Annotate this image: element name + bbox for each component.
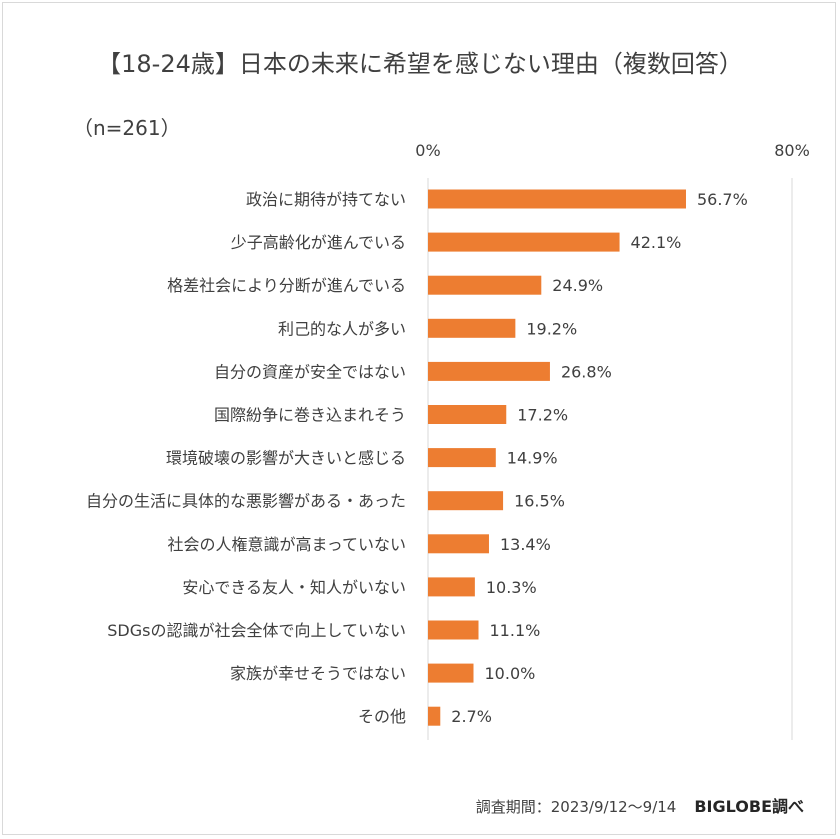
category-label: SDGsの認識が社会全体で向上していない <box>107 621 406 640</box>
value-label: 10.3% <box>486 578 537 597</box>
value-label: 13.4% <box>500 535 551 554</box>
bar <box>428 189 686 209</box>
bar <box>428 577 475 597</box>
chart-title: 【18-24歳】日本の未来に希望を感じない理由（複数回答） <box>97 50 743 78</box>
bar <box>428 361 550 381</box>
category-label: 環境破壊の影響が大きいと感じる <box>166 449 406 468</box>
category-label: その他 <box>358 707 406 726</box>
bar <box>428 534 489 554</box>
footer: 調査期間：2023/9/12～9/14 BIGLOBE調べ <box>476 793 804 817</box>
category-label: 自分の資産が安全ではない <box>214 362 406 381</box>
category-label: 格差社会により分断が進んでいる <box>167 276 406 295</box>
value-label: 17.2% <box>517 406 568 425</box>
category-label: 自分の生活に具体的な悪影響がある・あった <box>86 492 406 511</box>
value-label: 56.7% <box>697 190 748 209</box>
bar <box>428 491 504 511</box>
category-label: 家族が幸せそうではない <box>230 664 406 683</box>
category-label: 社会の人権意識が高まっていない <box>167 535 406 554</box>
bar <box>428 318 516 338</box>
category-label: 国際紛争に巻き込まれそう <box>214 406 406 425</box>
bar <box>428 275 542 295</box>
value-label: 16.5% <box>514 492 565 511</box>
value-label: 24.9% <box>552 276 603 295</box>
x-tick-label: 0% <box>415 141 440 160</box>
bar <box>428 405 507 424</box>
bar <box>428 663 474 683</box>
source-label: BIGLOBE調べ <box>694 797 804 816</box>
value-label: 11.1% <box>490 621 541 640</box>
survey-period: 調査期間：2023/9/12～9/14 <box>475 798 677 816</box>
bar <box>428 706 441 726</box>
sample-size: （n=261） <box>73 116 181 140</box>
value-label: 42.1% <box>631 233 682 252</box>
category-label: 政治に期待が持てない <box>246 190 406 209</box>
value-label: 14.9% <box>507 449 558 468</box>
bar <box>428 232 620 252</box>
category-label: 少子高齢化が進んでいる <box>231 233 406 252</box>
category-label: 利己的な人が多い <box>278 319 406 338</box>
bar <box>428 620 479 640</box>
category-label: 安心できる友人・知人がいない <box>182 578 406 597</box>
x-tick-label: 80% <box>774 141 810 160</box>
value-label: 26.8% <box>561 362 612 381</box>
value-label: 19.2% <box>526 319 577 338</box>
bar <box>428 448 496 468</box>
value-label: 2.7% <box>451 707 492 726</box>
value-label: 10.0% <box>485 664 536 683</box>
